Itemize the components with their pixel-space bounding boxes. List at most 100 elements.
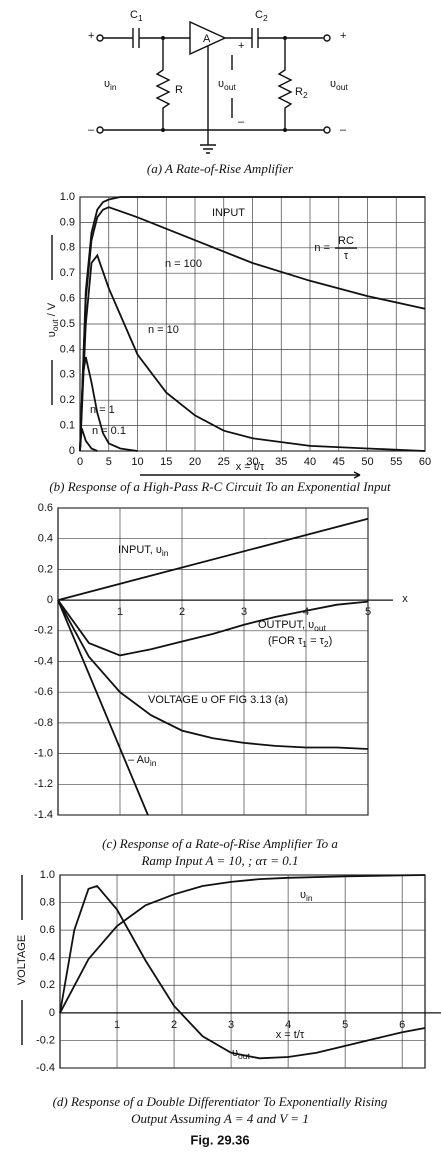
circuit-label: + [340,30,346,42]
subscript: 2 [303,90,308,100]
caption: (c) Response of a Rate-of-Rise Amplifier… [102,836,338,851]
caption: (d) Response of a Double Differentiator … [53,1094,388,1109]
y-tick-label: 0.2 [40,979,55,991]
text-part: R [295,86,303,98]
series-label: n = 0.1 [92,425,126,437]
subscript: in [306,893,313,903]
text-part: x = t/τ [276,1029,305,1041]
text-part: υ [300,889,306,901]
x-tick-label: 10 [131,456,143,468]
curve [79,356,138,452]
y-tick-label: -0.4 [36,1062,55,1074]
subscript: in [150,758,157,768]
y-axis-label: VOLTAGE [16,935,28,985]
series-label: INPUT, υin [118,544,169,558]
text-part: υ [104,78,110,90]
x-tick-label: 50 [361,456,373,468]
y-tick-label: 0.5 [60,318,75,330]
text-part: + [238,40,244,52]
series-label: n = 100 [165,258,202,270]
text-part: VOLTAGE υ OF FIG 3.13 (a) [148,694,288,706]
circuit-label: υout [330,78,348,92]
y-tick-label: 0.4 [60,343,75,355]
y-tick-label: 0.7 [60,267,75,279]
text-part: n = 0.1 [92,425,126,437]
y-tick-label: 1.0 [40,869,55,881]
text-part: C [255,9,263,21]
y-tick-label: 0.6 [38,502,53,514]
x-axis-label: x = t/τ [236,461,265,473]
x-tick-label: 20 [189,456,201,468]
subscript: out [336,82,348,92]
text-part: υ [330,78,336,90]
subscript: 1 [302,639,307,649]
terminal [323,34,331,42]
curve [57,599,369,657]
text-part: – [88,124,95,136]
text-part: C [130,9,138,21]
text-part: / V [46,302,58,319]
y-tick-label: 0.3 [60,369,75,381]
junction [161,128,165,132]
text-part: υ [218,78,224,90]
series-label: VOLTAGE υ OF FIG 3.13 (a) [148,694,288,706]
x-axis-label: x = t/τ [276,1029,305,1041]
y-tick-label: 0 [49,1007,55,1019]
text-part: INPUT [212,207,245,219]
y-tick-label: -0.2 [36,1034,55,1046]
text-part: x = t/τ [236,461,265,473]
series-label: υout [232,1047,250,1061]
text-part: R [175,84,183,96]
circuit-label: C2 [255,9,268,23]
series-label: υin [300,889,313,903]
text-part: (FOR τ [268,635,303,647]
axis-arrow [140,471,361,479]
x-tick-label: 15 [160,456,172,468]
y-tick-label: 0.4 [40,952,55,964]
subscript: 2 [324,639,329,649]
text-part: n = 100 [165,258,202,270]
y-tick-label: 0.6 [60,293,75,305]
y-tick-label: 0 [69,445,75,457]
y-tick-label: 0.9 [60,216,75,228]
text-part: ) [329,635,333,647]
caption: (a) A Rate-of-Rise Amplifier [147,161,294,176]
y-tick-label: 0.4 [38,533,53,545]
y-tick-label: -1.0 [34,748,53,760]
circuit-label: R [175,84,183,96]
y-tick-label: -1.2 [34,778,53,790]
text-part: x [402,593,408,605]
series-label: – Aυin [128,754,157,768]
x-tick-label: 60 [419,456,431,468]
text-part: VOLTAGE [16,935,28,985]
y-tick-label: 0.8 [40,896,55,908]
text-part: INPUT, υ [118,544,162,556]
circuit-label: υout [218,78,236,92]
text-part: + [88,30,94,42]
y-tick-label: 0 [47,594,53,606]
text-part: n = 10 [148,324,179,336]
subscript: out [314,623,326,633]
text-part: – [238,116,245,128]
series-label: n = 1 [90,404,115,416]
junction [283,36,287,40]
y-tick-label: -0.6 [34,686,53,698]
circuit [96,20,331,154]
text-part: = τ [307,635,325,647]
terminal [96,34,104,42]
junction [161,36,165,40]
x-tick-label: 55 [390,456,402,468]
junction [283,128,287,132]
annotation: (FOR τ1 = τ2) [268,635,332,649]
curve [59,884,426,1060]
circuit-label: υin [104,78,117,92]
series-label: INPUT [212,207,245,219]
series-label: n = 10 [148,324,179,336]
y-tick-label: 0.8 [60,242,75,254]
circuit-label: + [88,30,94,42]
annotation: τ [344,250,349,262]
caption: Output Assuming A = 4 and V = 1 [131,1111,309,1126]
y-tick-label: -1.4 [34,809,53,821]
